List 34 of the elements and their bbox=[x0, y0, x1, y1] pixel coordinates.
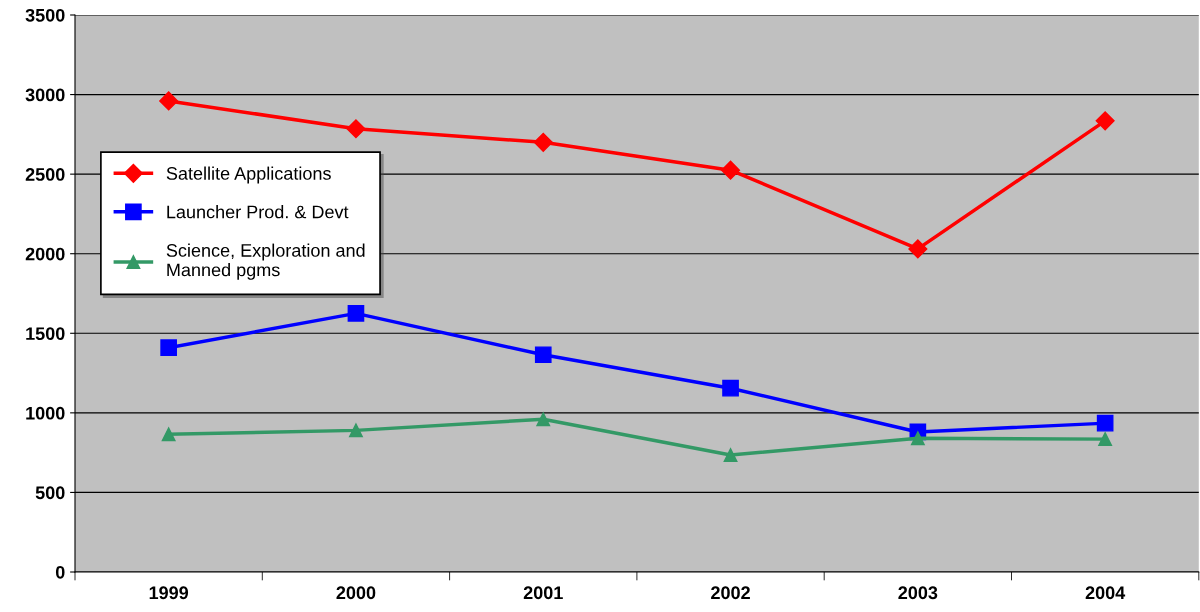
point bbox=[349, 423, 363, 438]
point bbox=[1096, 414, 1114, 432]
y-tick-label: 2000 bbox=[25, 247, 65, 261]
point bbox=[722, 379, 739, 397]
x-tick-label: 2002 bbox=[711, 586, 750, 600]
point bbox=[533, 132, 553, 152]
legend-label: Satellite Applications bbox=[166, 166, 331, 184]
y-tick-label: 1000 bbox=[26, 406, 65, 420]
point bbox=[1095, 111, 1115, 131]
x-tick-label: 2000 bbox=[336, 586, 376, 600]
y-tick-label: 1500 bbox=[26, 327, 65, 341]
point bbox=[161, 427, 176, 442]
point bbox=[536, 412, 551, 427]
y-tick-label: 0 bbox=[55, 565, 65, 579]
point bbox=[908, 239, 928, 259]
x-tick-label: 2001 bbox=[523, 586, 563, 600]
legend-label: Launcher Prod. & Devt bbox=[167, 205, 349, 219]
x-tick-label: 2004 bbox=[1085, 586, 1126, 600]
point bbox=[347, 305, 365, 322]
point bbox=[159, 91, 179, 111]
point bbox=[346, 119, 366, 139]
legend-label: Science, Exploration and Manned pgms bbox=[166, 243, 365, 280]
y-tick-label: 3500 bbox=[25, 8, 65, 22]
y-tick-label: 3000 bbox=[25, 88, 65, 102]
point bbox=[910, 431, 925, 446]
point bbox=[1098, 432, 1113, 447]
point bbox=[721, 160, 741, 180]
point bbox=[534, 346, 552, 364]
y-tick-label: 2500 bbox=[25, 168, 65, 181]
point bbox=[723, 448, 738, 462]
x-tick-label: 1999 bbox=[149, 586, 189, 600]
x-tick-label: 2003 bbox=[898, 586, 938, 600]
y-tick-label: 500 bbox=[35, 486, 65, 500]
point bbox=[160, 339, 177, 356]
